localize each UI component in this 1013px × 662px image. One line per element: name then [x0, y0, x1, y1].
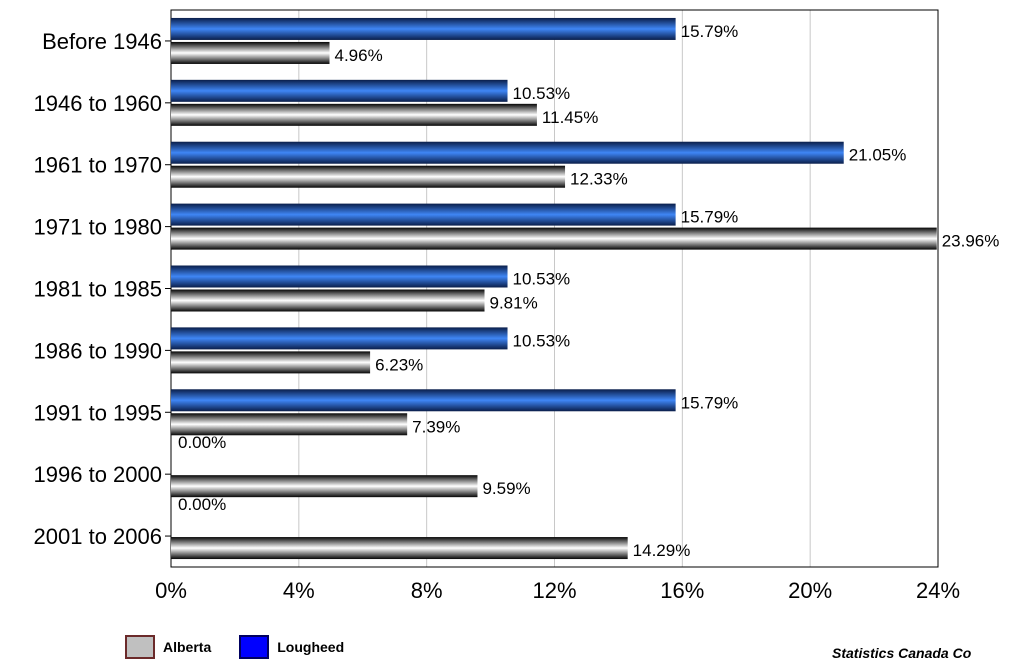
data-label-alberta: 11.45%	[542, 108, 598, 127]
data-label-alberta: 7.39%	[412, 417, 460, 436]
bar-alberta	[171, 103, 537, 126]
data-label-alberta: 12.33%	[570, 170, 628, 189]
bar-lougheed	[171, 79, 508, 102]
bar-chart: 0% 4% 8% 12% 16% 20% 24% Before 1946 15.79% 4.96%…	[34, 9, 1000, 603]
data-label-lougheed: 21.05%	[849, 146, 907, 165]
data-label-alberta: 6.23%	[375, 355, 423, 374]
data-label-lougheed: 0.00%	[178, 433, 226, 452]
alberta-swatch	[125, 635, 155, 659]
source-note: Statistics Canada Co	[832, 645, 972, 661]
plot-frame	[170, 9, 939, 568]
category-label: 1996 to 2000	[34, 462, 162, 487]
bar-lougheed	[171, 141, 844, 164]
x-tick-label: 24%	[916, 578, 960, 603]
data-label-alberta: 23.96%	[942, 232, 1000, 251]
category-label: 1991 to 1995	[34, 400, 162, 425]
category-label: 1961 to 1970	[34, 153, 162, 178]
data-label-lougheed: 10.53%	[513, 84, 571, 103]
category-label: 2001 to 2006	[34, 524, 162, 549]
x-tick-label: 12%	[532, 578, 576, 603]
category-label: 1981 to 1985	[34, 277, 162, 302]
category-label: 1971 to 1980	[34, 215, 162, 240]
category-label: 1986 to 1990	[34, 338, 162, 363]
bar-alberta	[171, 165, 566, 188]
bar-lougheed	[171, 265, 508, 288]
bar-lougheed	[171, 389, 676, 412]
data-label-lougheed: 15.79%	[681, 22, 739, 41]
data-label-lougheed: 15.79%	[681, 393, 739, 412]
x-tick-label: 8%	[411, 578, 443, 603]
bar-lougheed	[171, 203, 676, 226]
legend-item-lougheed: Lougheed	[239, 635, 344, 659]
bar-lougheed	[171, 327, 508, 350]
category-label: 1946 to 1960	[34, 91, 162, 116]
legend-item-alberta: Alberta	[125, 635, 211, 659]
bar-alberta	[171, 537, 628, 560]
x-tick-label: 0%	[155, 578, 187, 603]
data-label-lougheed: 10.53%	[513, 270, 571, 289]
category-label: Before 1946	[42, 29, 162, 54]
x-tick-label: 16%	[660, 578, 704, 603]
bar-alberta	[171, 41, 330, 64]
data-label-alberta: 14.29%	[633, 541, 691, 560]
data-label-alberta: 9.59%	[482, 479, 530, 498]
legend-label-alberta: Alberta	[163, 639, 212, 655]
x-tick-label: 4%	[283, 578, 315, 603]
data-label-lougheed: 10.53%	[513, 331, 571, 350]
bar-alberta	[171, 227, 937, 250]
lougheed-swatch	[239, 635, 270, 659]
data-label-lougheed: 15.79%	[681, 208, 739, 227]
bar-lougheed	[171, 17, 676, 40]
bar-alberta	[171, 351, 371, 374]
legend: Alberta Lougheed	[125, 633, 344, 661]
data-label-alberta: 9.81%	[490, 294, 538, 313]
bar-alberta	[171, 475, 478, 498]
x-tick-label: 20%	[788, 578, 832, 603]
data-label-lougheed: 0.00%	[178, 495, 226, 514]
legend-label-lougheed: Lougheed	[277, 639, 345, 655]
bar-alberta	[171, 289, 485, 312]
bar-alberta	[171, 413, 408, 436]
data-label-alberta: 4.96%	[335, 46, 383, 65]
